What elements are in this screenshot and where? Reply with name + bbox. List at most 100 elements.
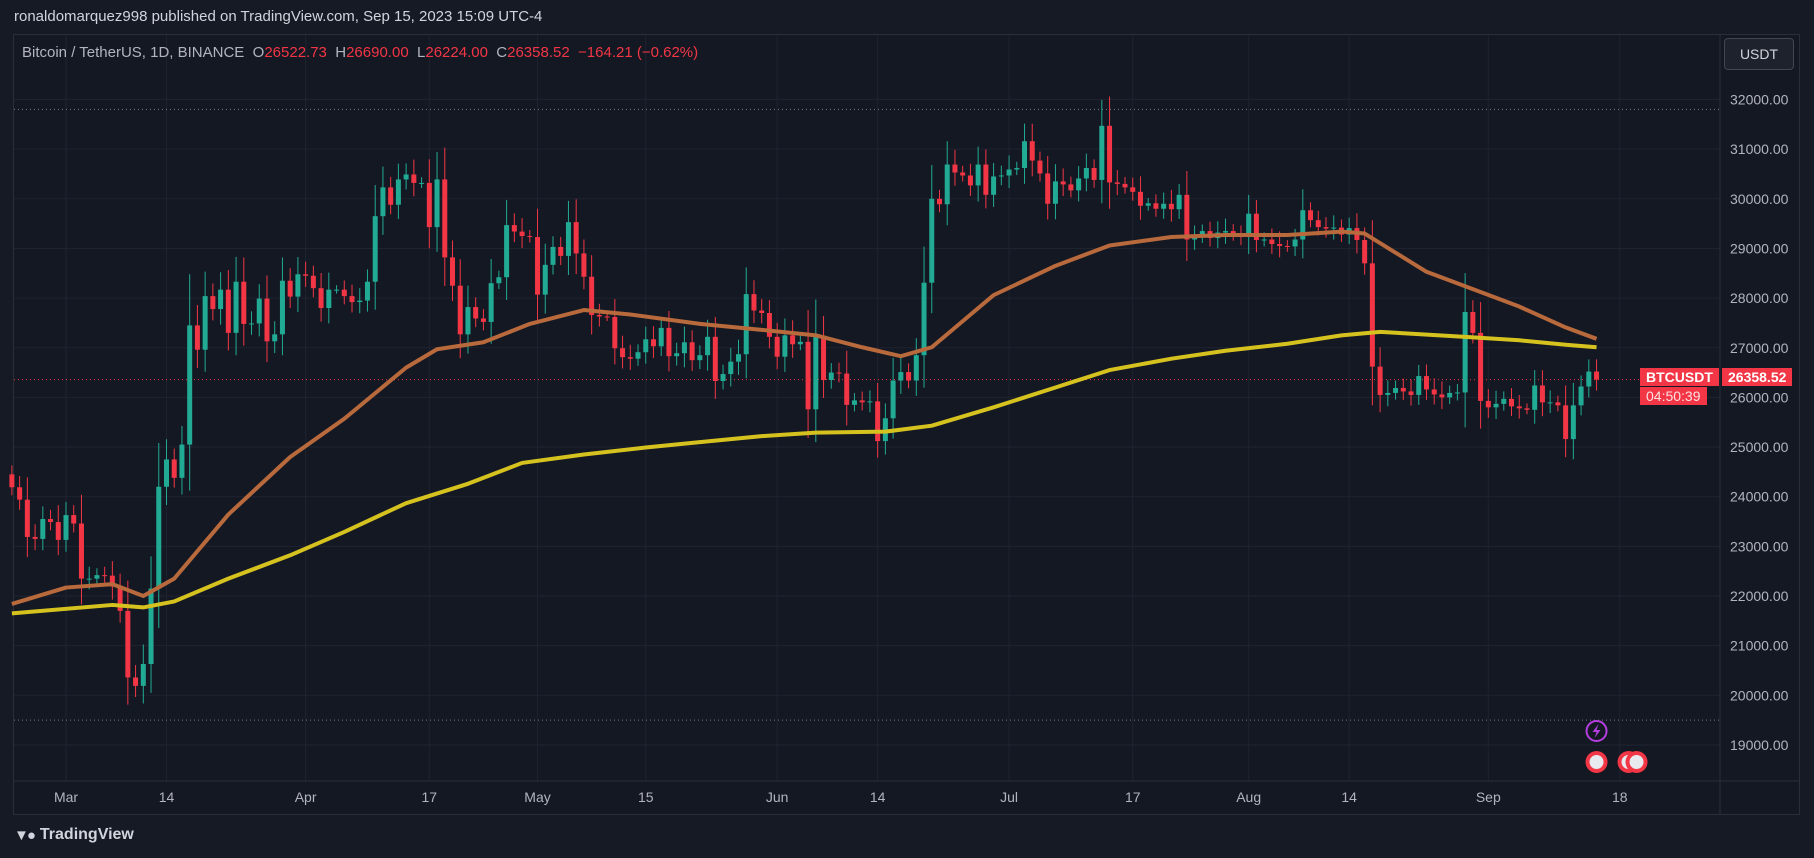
- candle-body: [875, 401, 881, 442]
- candle-body: [225, 289, 231, 333]
- open-label: O: [252, 44, 265, 61]
- candle-body: [171, 459, 177, 478]
- candle-body: [419, 182, 425, 184]
- moving-average-slow-line: [11, 329, 1597, 616]
- candle-body: [1161, 203, 1167, 209]
- candle-body: [388, 187, 394, 205]
- x-tick-label: Sep: [1476, 789, 1501, 805]
- y-tick-label: 32000.00: [1730, 92, 1789, 108]
- candle-body: [241, 281, 247, 324]
- symbol-price-tag: BTCUSDT: [1640, 368, 1719, 386]
- candle-body: [1045, 173, 1051, 204]
- candle-body: [310, 275, 316, 289]
- candle-body: [851, 400, 857, 405]
- candle-body: [681, 342, 687, 354]
- moving-average-fast-line: [11, 229, 1598, 606]
- x-tick-label: Jul: [1000, 789, 1018, 805]
- candle-body: [1137, 191, 1143, 206]
- candle-body: [643, 339, 649, 353]
- candle-body: [1369, 263, 1375, 367]
- lightning-icon: [1585, 720, 1608, 742]
- candle-body: [952, 164, 958, 173]
- y-tick-label: 31000.00: [1730, 141, 1789, 157]
- candle-body: [86, 578, 92, 580]
- candle-body: [573, 222, 579, 254]
- candle-body: [519, 231, 525, 237]
- candle-body: [1478, 332, 1484, 401]
- candle-body: [766, 312, 772, 337]
- candle-body: [604, 316, 610, 318]
- candle-body: [1130, 187, 1136, 192]
- candle-body: [1284, 245, 1290, 247]
- candle-body: [983, 164, 989, 195]
- candle-body: [1323, 227, 1329, 229]
- candle-body: [480, 318, 486, 322]
- candle-body: [627, 357, 633, 359]
- candle-body: [1416, 376, 1422, 395]
- candle-body: [1277, 243, 1283, 246]
- candle-body: [998, 175, 1004, 177]
- candle-body: [1393, 387, 1399, 393]
- y-tick-label: 25000.00: [1730, 439, 1789, 455]
- us-flag-event-face: [1629, 755, 1644, 769]
- candle-body: [1315, 220, 1321, 228]
- candle-body: [1362, 240, 1368, 264]
- candle-body: [728, 361, 734, 375]
- candle-body: [612, 316, 618, 349]
- us-flag-event-face: [1589, 755, 1604, 769]
- x-tick-label: May: [524, 789, 550, 805]
- candle-body: [102, 575, 108, 577]
- candle-body: [279, 280, 285, 335]
- candle-body: [1377, 366, 1383, 395]
- candle-body: [736, 354, 742, 362]
- candle-body: [1539, 385, 1545, 403]
- candle-body: [364, 281, 370, 301]
- candle-body: [1022, 141, 1028, 169]
- currency-button[interactable]: USDT: [1724, 38, 1794, 70]
- candle-body: [666, 327, 672, 357]
- candle-body: [457, 285, 463, 335]
- candle-body: [403, 174, 409, 180]
- candle-body: [859, 400, 865, 403]
- candle-body: [797, 341, 803, 345]
- candle-body: [1524, 408, 1530, 410]
- candle-body: [1145, 203, 1151, 206]
- candle-body: [1555, 402, 1561, 406]
- candle-body: [1168, 203, 1174, 210]
- candle-body: [1107, 125, 1113, 183]
- candle-body: [1269, 239, 1275, 244]
- candle-body: [504, 225, 510, 278]
- change-value: −164.21 (−0.62%): [578, 44, 699, 61]
- candle-body: [1230, 231, 1236, 235]
- candle-body: [1578, 386, 1584, 406]
- candle-body: [125, 610, 131, 678]
- candle-body: [109, 575, 115, 587]
- candle-body: [790, 335, 796, 345]
- candle-body: [743, 294, 749, 355]
- close-label: C: [496, 44, 508, 61]
- low-label: L: [417, 44, 426, 61]
- candle-body: [689, 342, 695, 361]
- candle-body: [867, 401, 873, 403]
- candle-body: [117, 586, 123, 611]
- tradingview-logo[interactable]: ▼● TradingView: [14, 826, 134, 844]
- bar-countdown: 04:50:39: [1640, 387, 1707, 405]
- chart-pane[interactable]: [13, 34, 1800, 815]
- candle-body: [1485, 400, 1491, 408]
- candle-body: [1114, 182, 1120, 184]
- candle-body: [496, 277, 502, 284]
- candle-body: [635, 352, 641, 359]
- candle-body: [1594, 371, 1600, 380]
- candle-body: [658, 327, 664, 347]
- candle-body: [63, 515, 69, 540]
- candle-body: [565, 222, 571, 256]
- candle-body: [1253, 213, 1259, 241]
- high-label: H: [335, 44, 347, 61]
- candle-body: [411, 174, 417, 183]
- candle-body: [674, 353, 680, 357]
- candle-body: [1261, 239, 1267, 241]
- x-tick-label: Jun: [766, 789, 789, 805]
- candle-body: [1563, 405, 1569, 440]
- candle-body: [233, 281, 239, 333]
